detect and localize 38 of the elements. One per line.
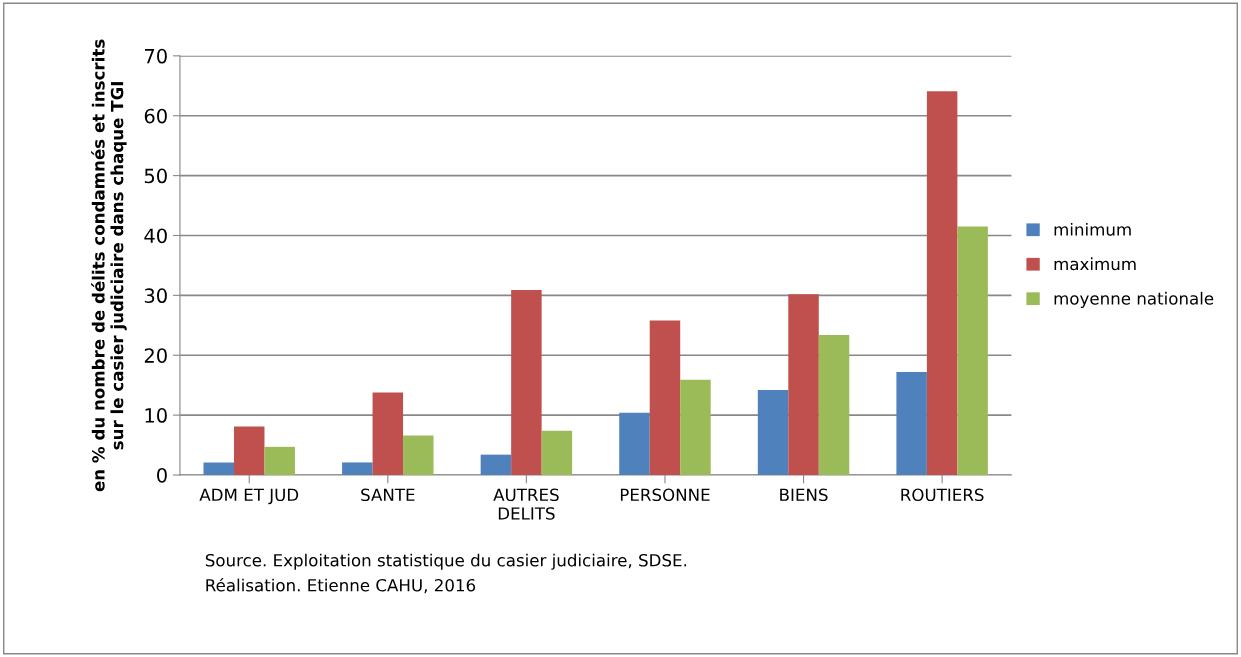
bar [680,379,711,476]
x-tick-label: AUTRES DELITS [493,488,559,520]
y-tick-label: 30 [144,288,167,304]
y-tick-label: 40 [144,228,167,244]
bar [926,91,958,476]
bar [957,226,988,476]
bar [342,462,373,476]
x-tick-label: PERSONNE [620,488,710,502]
y-tick-label: 10 [145,408,167,423]
y-tick-label: 60 [144,108,167,124]
bar [480,454,512,476]
text: Réalisation. Etienne CAHU, 2016 [206,577,476,594]
y-axis-title: en % du nombre de délits condamnés et inscrits sur le casier judiciaire dans chaque TGI [91,39,127,492]
y-tick-label: 70 [144,48,167,64]
y-tick-label: 50 [144,168,167,184]
x-tick-label: BIENS [780,488,828,502]
source-note: Source. Exploitation statistique du casier judiciaire, SDSE. [205,553,687,570]
bar [511,289,542,476]
bar [619,412,650,476]
bar [757,389,789,476]
x-tick-label: ROUTIERS [901,488,984,502]
legend-label: minimum [1054,222,1131,236]
bar [203,462,234,476]
legend-label: moyenne nationale [1054,291,1214,308]
bar [372,392,404,476]
y-tick-label: 20 [144,348,167,363]
bar [896,372,927,476]
bar [818,334,850,476]
bar [233,426,265,476]
bar [264,446,295,476]
legend-label: maximum [1054,257,1136,271]
x-tick-label: ADM ET JUD [199,488,299,505]
bar [403,435,434,476]
bar [788,294,819,476]
bar [649,320,681,476]
x-tick-label: SANTE [361,488,415,502]
y-tick-label: 0 [157,467,167,483]
bar [541,430,573,476]
